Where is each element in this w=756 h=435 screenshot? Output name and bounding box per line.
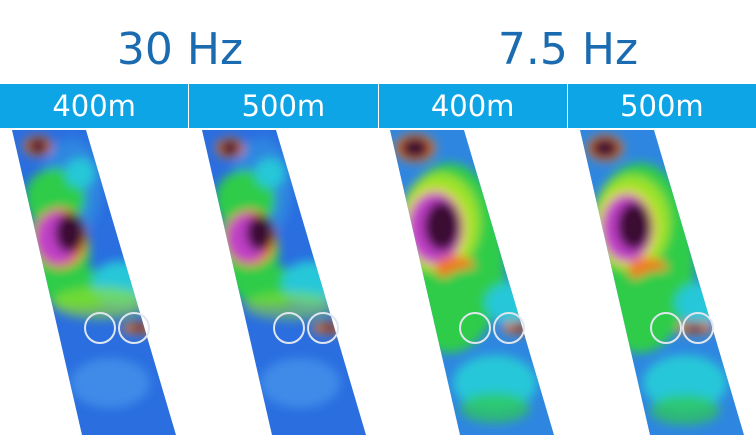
depth-header-bar: 400m 500m 400m 500m: [0, 84, 756, 128]
title-7-5hz: 7.5 Hz: [497, 24, 639, 75]
seismic-amplitude-map: [580, 130, 744, 435]
depth-label-7-5hz-500m: 500m: [620, 89, 704, 123]
seismic-amplitude-map: [12, 130, 176, 435]
map-panel-30hz-400m: [0, 128, 190, 435]
depth-label-30hz-400m: 400m: [0, 84, 190, 128]
map-panel-7-5hz-400m: [380, 128, 570, 435]
map-panel-7-5hz-500m: [570, 128, 756, 435]
depth-label-7-5hz-400m: 400m: [379, 84, 568, 128]
title-30hz: 30 Hz: [116, 24, 244, 75]
seismic-amplitude-map: [202, 130, 366, 435]
map-panel-30hz-500m: [190, 128, 380, 435]
depth-label-30hz-500m: 500m: [189, 84, 379, 128]
seismic-amplitude-map: [390, 130, 554, 435]
